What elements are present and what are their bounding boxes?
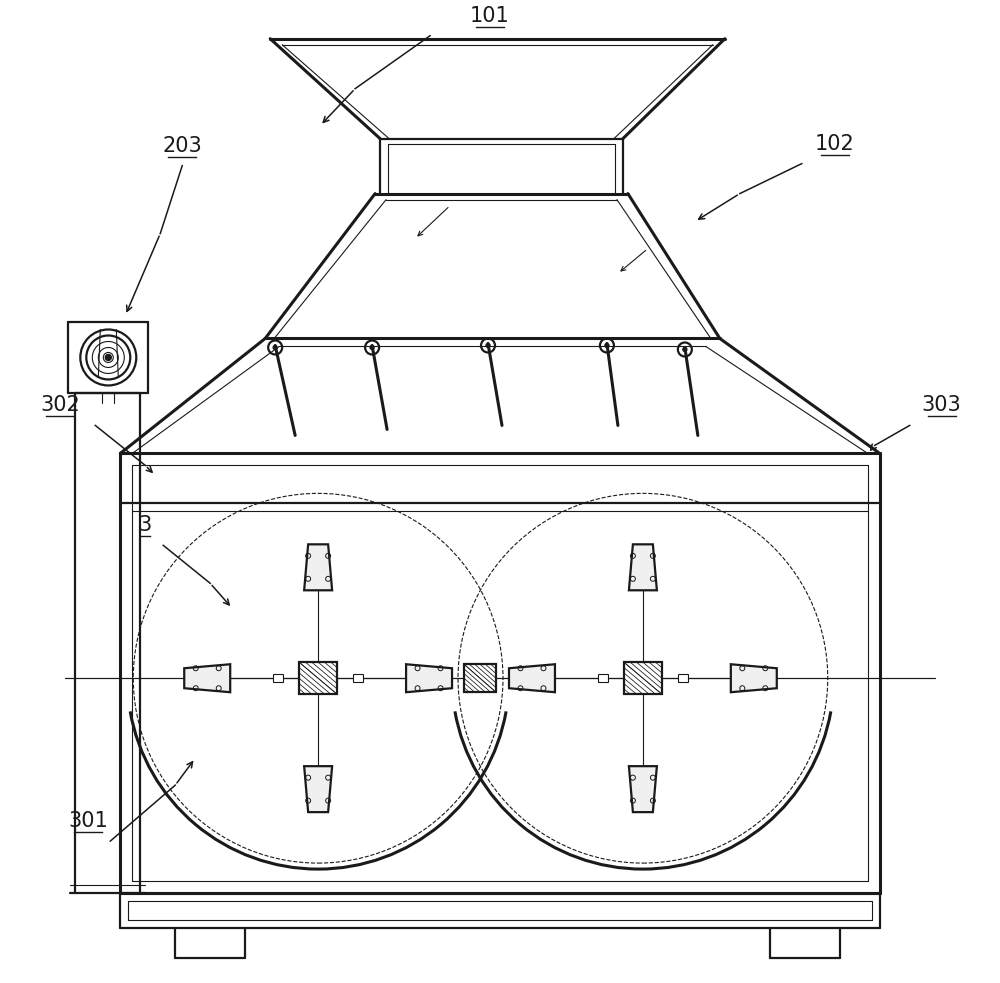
- Bar: [464, 665, 496, 692]
- Polygon shape: [184, 665, 230, 692]
- Bar: [678, 674, 688, 682]
- Circle shape: [486, 343, 490, 347]
- Text: 301: 301: [68, 811, 108, 831]
- Polygon shape: [304, 766, 332, 812]
- Circle shape: [370, 345, 374, 350]
- Polygon shape: [406, 665, 452, 692]
- Polygon shape: [629, 766, 657, 812]
- Text: 203: 203: [162, 136, 202, 155]
- Polygon shape: [304, 545, 332, 591]
- Polygon shape: [629, 545, 657, 591]
- Polygon shape: [509, 665, 555, 692]
- Text: 3: 3: [139, 515, 152, 536]
- Text: 302: 302: [40, 395, 80, 416]
- Text: 303: 303: [922, 395, 962, 416]
- Bar: [624, 663, 662, 694]
- Text: 102: 102: [815, 134, 855, 153]
- Bar: [598, 674, 608, 682]
- Bar: [353, 674, 363, 682]
- Text: 101: 101: [470, 6, 510, 26]
- Circle shape: [273, 345, 277, 350]
- Circle shape: [683, 347, 687, 352]
- Circle shape: [605, 343, 609, 347]
- Bar: [273, 674, 283, 682]
- Bar: [299, 663, 337, 694]
- Polygon shape: [731, 665, 777, 692]
- Circle shape: [105, 355, 111, 361]
